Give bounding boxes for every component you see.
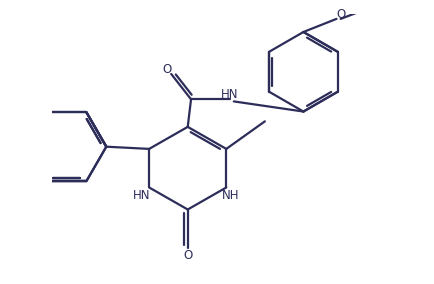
Text: HN: HN [133,189,151,202]
Text: O: O [336,8,345,21]
Text: NH: NH [222,189,239,202]
Text: HN: HN [221,87,238,101]
Text: O: O [183,249,192,262]
Text: O: O [162,63,171,76]
